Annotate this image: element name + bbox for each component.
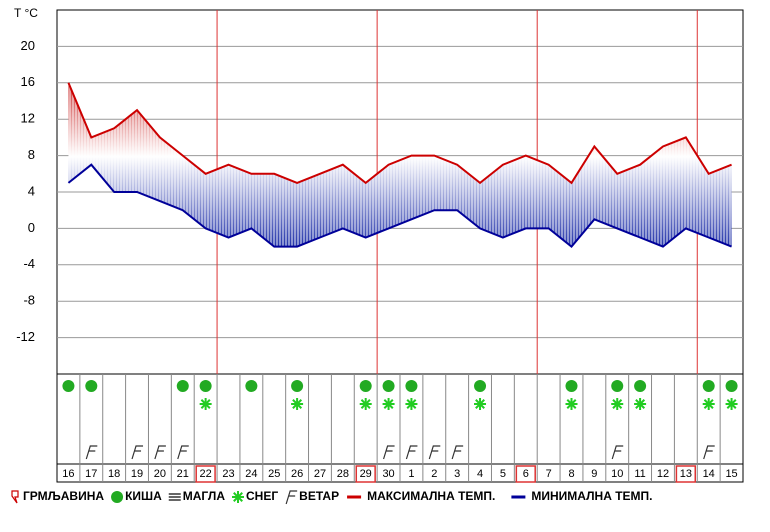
wind-icon (285, 490, 298, 505)
legend-label: МАГЛА (183, 489, 226, 503)
x-tick-label: 22 (200, 468, 212, 480)
wind-icon (177, 445, 189, 460)
y-tick-label: 4 (28, 183, 35, 198)
legend-label: СНЕГ (246, 489, 278, 503)
x-tick-label: 11 (634, 468, 645, 480)
y-tick-label: 8 (28, 147, 35, 162)
rain-icon (702, 380, 715, 392)
x-tick-label: 20 (154, 468, 166, 480)
x-tick-label: 16 (62, 468, 74, 480)
marked-day (195, 465, 216, 483)
y-tick-label: -12 (16, 329, 35, 344)
wind-icon (428, 445, 441, 460)
temp-band-hatch (68, 82, 732, 247)
x-tick-label: 28 (337, 468, 349, 480)
x-tick-label: 12 (657, 468, 669, 480)
snow-icon (200, 399, 211, 409)
snow-icon (612, 399, 623, 409)
legend-label: МАКСИМАЛНА ТЕМП. (367, 489, 495, 503)
x-tick-label: 13 (680, 468, 692, 480)
rain-icon (85, 380, 98, 392)
wind-icon (154, 445, 166, 460)
wind-icon (405, 445, 418, 460)
x-tick-label: 7 (546, 468, 552, 480)
wind-icon (382, 445, 395, 460)
y-tick-label: -8 (23, 293, 35, 308)
rain-icon (565, 380, 578, 392)
x-tick-label: 4 (477, 468, 483, 480)
snow-icon (360, 399, 371, 409)
snow-icon (292, 399, 303, 409)
rain-icon (611, 380, 624, 392)
x-tick-label: 30 (382, 468, 394, 480)
marked-day (675, 465, 697, 483)
temp-line (67, 82, 732, 185)
wind-icon (451, 445, 464, 460)
legend-label: ГРМЉАВИНА (23, 489, 104, 503)
x-tick-label: 25 (268, 468, 280, 480)
marked-day (355, 465, 376, 483)
rain-icon (405, 380, 418, 392)
x-tick-label: 26 (291, 468, 303, 480)
snow-icon (566, 399, 577, 409)
y-tick-label: 20 (21, 38, 35, 53)
storm-icon (11, 490, 19, 504)
wind-icon (131, 445, 144, 460)
rain-icon (176, 380, 189, 392)
rain-icon (382, 380, 395, 392)
x-tick-label: 27 (314, 468, 326, 480)
rain-icon (359, 380, 372, 392)
rain-icon (199, 380, 212, 392)
x-tick-label: 19 (131, 468, 143, 480)
wind-icon (85, 445, 98, 460)
snow-icon (703, 399, 714, 409)
x-tick-label: 21 (177, 468, 189, 480)
legend-label: МИНИМАЛНА ТЕМП. (531, 489, 652, 503)
snow-icon (726, 399, 737, 409)
y-tick-label: -4 (23, 256, 35, 271)
rain-icon (634, 380, 647, 392)
x-tick-label: 23 (222, 468, 234, 480)
snow-icon (233, 492, 243, 502)
x-tick-label: 10 (611, 468, 623, 480)
rain-icon (245, 380, 258, 392)
x-tick-label: 17 (85, 468, 97, 480)
y-tick-label: 16 (21, 74, 35, 89)
x-tick-label: 18 (108, 468, 120, 480)
x-tick-label: 29 (360, 468, 372, 480)
legend-label: КИША (125, 489, 162, 503)
y-axis-label: T °C (14, 6, 38, 20)
snow-icon (406, 399, 417, 409)
y-tick-label: 0 (28, 220, 35, 235)
rain-icon (291, 380, 304, 392)
x-tick-label: 9 (591, 468, 597, 480)
x-tick-label: 24 (245, 468, 257, 480)
x-tick-label: 1 (408, 468, 414, 480)
x-tick-label: 2 (431, 468, 437, 480)
x-tick-label: 5 (500, 468, 506, 480)
marked-day (515, 465, 536, 483)
x-tick-label: 6 (523, 468, 529, 480)
y-tick-label: 12 (21, 111, 35, 126)
x-tick-label: 15 (725, 468, 737, 480)
x-tick-label: 3 (454, 468, 460, 480)
rain-icon (474, 380, 487, 392)
legend-label: ВЕТАР (299, 489, 339, 503)
snow-icon (383, 399, 394, 409)
rain-icon (62, 380, 75, 392)
x-tick-label: 8 (568, 468, 574, 480)
snow-icon (635, 399, 646, 409)
rain-icon (111, 491, 124, 503)
rain-icon (725, 380, 738, 392)
snow-icon (475, 399, 485, 409)
x-tick-label: 14 (703, 468, 715, 480)
wind-icon (703, 445, 715, 460)
wind-icon (611, 445, 624, 460)
temp-line (67, 163, 732, 248)
